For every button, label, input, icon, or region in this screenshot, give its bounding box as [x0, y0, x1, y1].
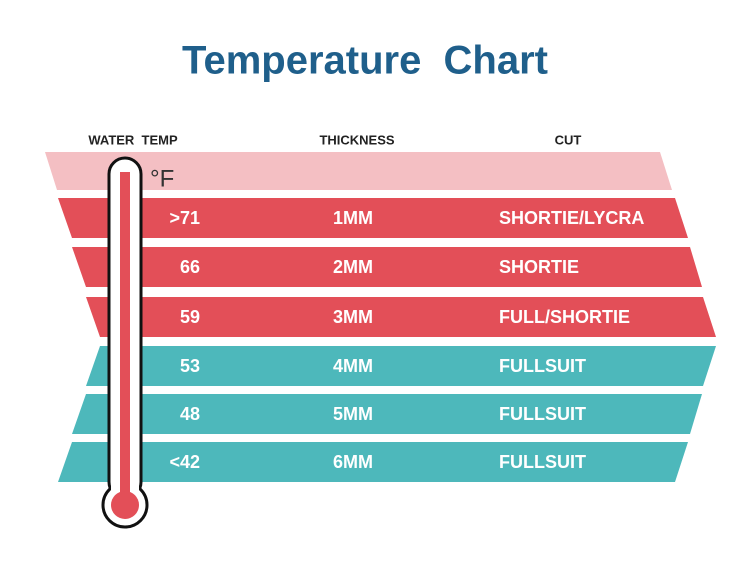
thickness-cell: 2MM	[333, 257, 373, 277]
thickness-cell: 4MM	[333, 356, 373, 376]
band	[58, 442, 688, 482]
thickness-cell: 5MM	[333, 404, 373, 424]
band	[86, 297, 716, 337]
temp-cell: 66	[180, 257, 200, 277]
cut-cell: FULL/SHORTIE	[499, 307, 630, 327]
thickness-cell: 3MM	[333, 307, 373, 327]
band	[58, 198, 688, 238]
cut-cell: FULLSUIT	[499, 404, 586, 424]
band	[45, 152, 672, 190]
thermometer	[101, 156, 149, 529]
rows: >71 1MM SHORTIE/LYCRA 66 2MM SHORTIE 59 3MM FULL…	[169, 208, 644, 472]
temp-cell: >71	[169, 208, 200, 228]
column-header: CUT	[555, 132, 582, 147]
temp-cell: 48	[180, 404, 200, 424]
temp-cell: <42	[169, 452, 200, 472]
thickness-cell: 1MM	[333, 208, 373, 228]
band	[86, 346, 716, 386]
thickness-cell: 6MM	[333, 452, 373, 472]
title: Temperature Chart	[182, 39, 548, 83]
temp-cell: 59	[180, 307, 200, 327]
temp-cell: 53	[180, 356, 200, 376]
column-header: WATER TEMP	[88, 132, 178, 147]
cut-cell: SHORTIE	[499, 257, 579, 277]
cut-cell: SHORTIE/LYCRA	[499, 208, 644, 228]
column-header: THICKNESS	[319, 132, 394, 147]
band	[72, 394, 702, 434]
cut-cell: FULLSUIT	[499, 356, 586, 376]
cut-cell: FULLSUIT	[499, 452, 586, 472]
unit: °F	[150, 165, 174, 192]
band	[72, 247, 702, 287]
